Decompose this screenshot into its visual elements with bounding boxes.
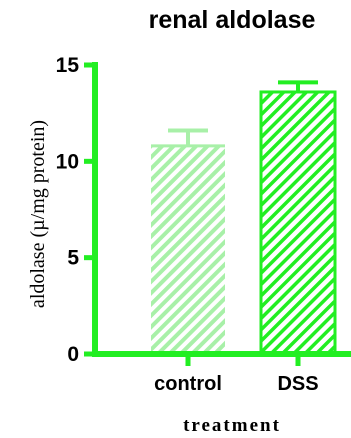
y-tick-label-10: 10 — [56, 150, 79, 173]
y-tick-label-5: 5 — [67, 247, 79, 270]
y-tick-label-0: 0 — [67, 343, 79, 366]
chart-title: renal aldolase — [149, 6, 316, 34]
x-axis-label: treatment — [183, 415, 281, 436]
y-tick-label-15: 15 — [56, 54, 80, 77]
y-axis-label: aldolase (µ/mg protein) — [27, 120, 49, 308]
bar-control — [151, 145, 225, 354]
plot-area: control DSS 0 5 10 15 — [56, 54, 351, 395]
x-tick-label-control: control — [154, 373, 222, 395]
x-tick-label-dss: DSS — [277, 373, 318, 395]
bar-dss — [259, 90, 337, 356]
